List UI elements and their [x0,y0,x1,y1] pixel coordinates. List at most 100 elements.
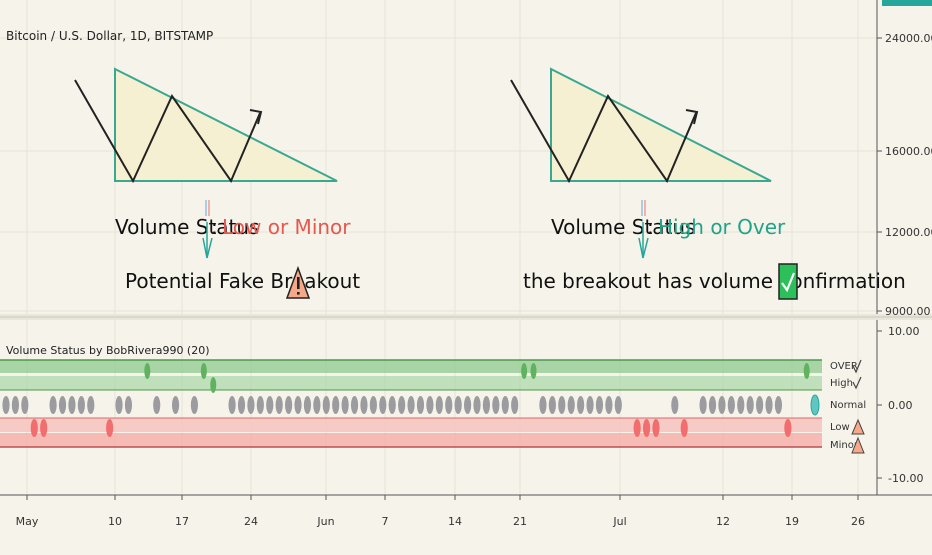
right-message: the breakout has volume confirmation [523,269,906,293]
low-dot [652,419,660,437]
normal-dot [77,396,85,414]
price-tick-label: 24000.00 [885,32,932,45]
time-tick-label: 12 [716,515,730,528]
normal-dot [190,396,198,414]
price-tick-label: 12000.00 [885,226,932,239]
time-tick-label: Jul [612,515,626,528]
indicator-tick-label: -10.00 [888,472,923,485]
normal-dot [360,396,368,414]
left-status-prefix: Volume Status [115,215,259,239]
high-band [0,376,822,390]
normal-dot [11,396,20,414]
right-status-value: High or Over [658,215,786,239]
time-tick-label: May [16,515,39,528]
normal-dot [492,396,500,414]
normal-dot [388,396,396,414]
low-warning-icon [851,418,865,435]
high-dot [200,363,207,379]
time-tick-label: 19 [785,515,799,528]
last-price-marker [882,0,932,6]
price-tick-label: 9000.00 [885,305,931,318]
normal-dot [671,396,679,414]
normal-dot [539,396,547,414]
normal-dot [369,396,377,414]
normal-dot [332,396,340,414]
normal-dot [445,396,453,414]
normal-dot [285,396,293,414]
over-check-icon [852,359,862,374]
low-dot [40,419,48,437]
normal-dot [746,396,754,414]
normal-dot [463,396,472,414]
normal-dot [275,396,283,414]
normal-dot [482,396,491,414]
time-tick-label: Jun [316,515,334,528]
label-minor: Minor [830,440,859,451]
current-dot [810,394,820,416]
normal-dot [774,396,783,414]
normal-dot [228,396,236,414]
normal-dot [737,396,745,414]
time-tick-label: 17 [175,515,189,528]
label-normal: Normal [830,400,866,411]
normal-dot [21,396,29,414]
left-pattern-sketch [74,67,338,184]
normal-dot [473,396,481,414]
indicator-title: Volume Status by BobRivera990 (20) [6,344,210,357]
minor-warning-icon [851,436,865,454]
label-low: Low [830,422,850,433]
normal-dot [756,396,764,414]
grid-lines [0,0,877,495]
right-breakout-arrow-icon [685,109,699,125]
normal-dot [68,396,76,414]
high-dot [530,363,537,379]
high-dot [144,363,151,379]
volume-status-dots [2,363,820,437]
normal-dot [124,396,133,414]
normal-dot [322,396,330,414]
main-chart-title: Bitcoin / U.S. Dollar, 1D, BITSTAMP [6,29,213,43]
right-descending-triangle [550,67,772,182]
indicator-axis[interactable]: 10.00 0.00 -10.00 [877,325,923,485]
high-dot [210,377,217,393]
normal-dot [303,396,312,414]
normal-dot [171,396,180,414]
normal-dot [765,396,773,414]
left-breakout-arrow-icon [249,109,263,125]
normal-dot [58,396,67,414]
normal-dot [548,396,556,414]
normal-dot [49,396,57,414]
left-status-colon: : [211,215,218,239]
normal-dot [605,396,613,414]
normal-dot [699,396,707,414]
left-status-value: Low or Minor [222,215,351,239]
low-dot [106,419,114,437]
normal-dot [266,396,274,414]
time-axis[interactable]: May 10 17 24 Jun 7 14 21 Jul 12 19 26 [16,495,865,528]
normal-dot [247,396,255,414]
left-annotation: Volume Status : Low or Minor Potential F… [115,200,360,299]
right-annotation: Volume Status : High or Over the breakou… [523,200,906,300]
normal-dot [614,396,622,414]
time-tick-label: 14 [448,515,462,528]
time-tick-label: 21 [513,515,527,528]
time-tick-label: 24 [244,515,258,528]
normal-dot [718,396,726,414]
price-axis[interactable]: 24000.00 16000.00 12000.00 9000.00 [877,32,932,318]
normal-dot [567,396,575,414]
price-tick-label: 16000.00 [885,145,932,158]
high-check-icon [852,376,862,390]
low-dot [680,419,688,437]
right-volume-arrow-icon [638,200,649,259]
warning-icon [285,265,311,299]
minor-band [0,433,822,447]
check-icon [778,263,798,300]
normal-dot [577,396,585,414]
normal-dot [153,396,161,414]
indicator-pane: Volume Status by BobRivera990 (20) OVER … [0,344,866,454]
normal-dot [398,396,406,414]
normal-dot [341,396,349,414]
normal-dot [407,396,415,414]
